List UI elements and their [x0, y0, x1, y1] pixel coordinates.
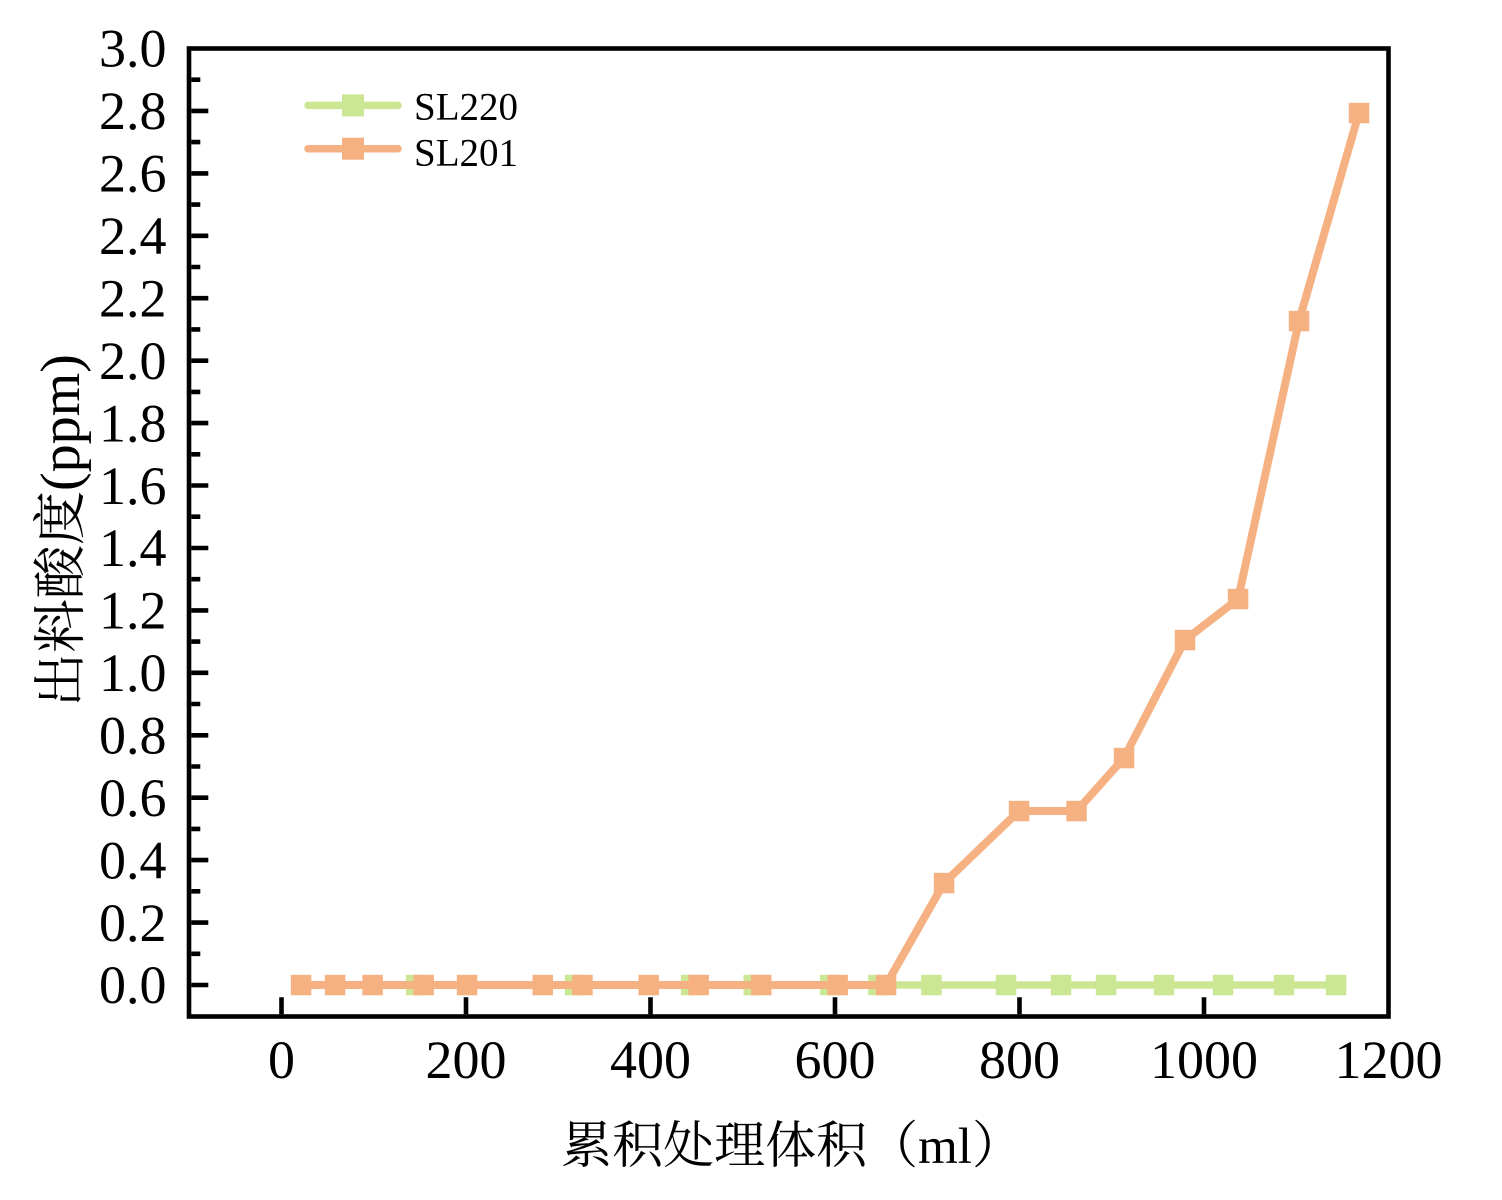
svg-text:1000: 1000 [1150, 1030, 1258, 1090]
svg-text:SL201: SL201 [414, 132, 518, 175]
svg-text:2.6: 2.6 [99, 144, 167, 204]
svg-text:0.0: 0.0 [99, 955, 167, 1015]
svg-text:0: 0 [268, 1030, 295, 1090]
svg-text:1.2: 1.2 [99, 581, 167, 641]
svg-text:0.2: 0.2 [99, 893, 167, 953]
svg-text:1200: 1200 [1335, 1030, 1443, 1090]
svg-text:0.4: 0.4 [99, 830, 167, 890]
svg-text:600: 600 [795, 1030, 876, 1090]
svg-text:1.6: 1.6 [99, 456, 167, 516]
svg-text:3.0: 3.0 [99, 19, 167, 79]
svg-text:200: 200 [426, 1030, 507, 1090]
svg-text:1.0: 1.0 [99, 643, 167, 703]
svg-text:2.0: 2.0 [99, 331, 167, 391]
svg-text:1.4: 1.4 [99, 518, 167, 578]
svg-text:400: 400 [610, 1030, 691, 1090]
svg-text:SL220: SL220 [414, 86, 518, 129]
svg-text:1.8: 1.8 [99, 393, 167, 453]
svg-text:2.8: 2.8 [99, 81, 167, 141]
svg-text:0.8: 0.8 [99, 706, 167, 766]
svg-text:2.2: 2.2 [99, 269, 167, 329]
svg-text:0.6: 0.6 [99, 768, 167, 828]
svg-text:2.4: 2.4 [99, 206, 167, 266]
svg-text:800: 800 [979, 1030, 1060, 1090]
